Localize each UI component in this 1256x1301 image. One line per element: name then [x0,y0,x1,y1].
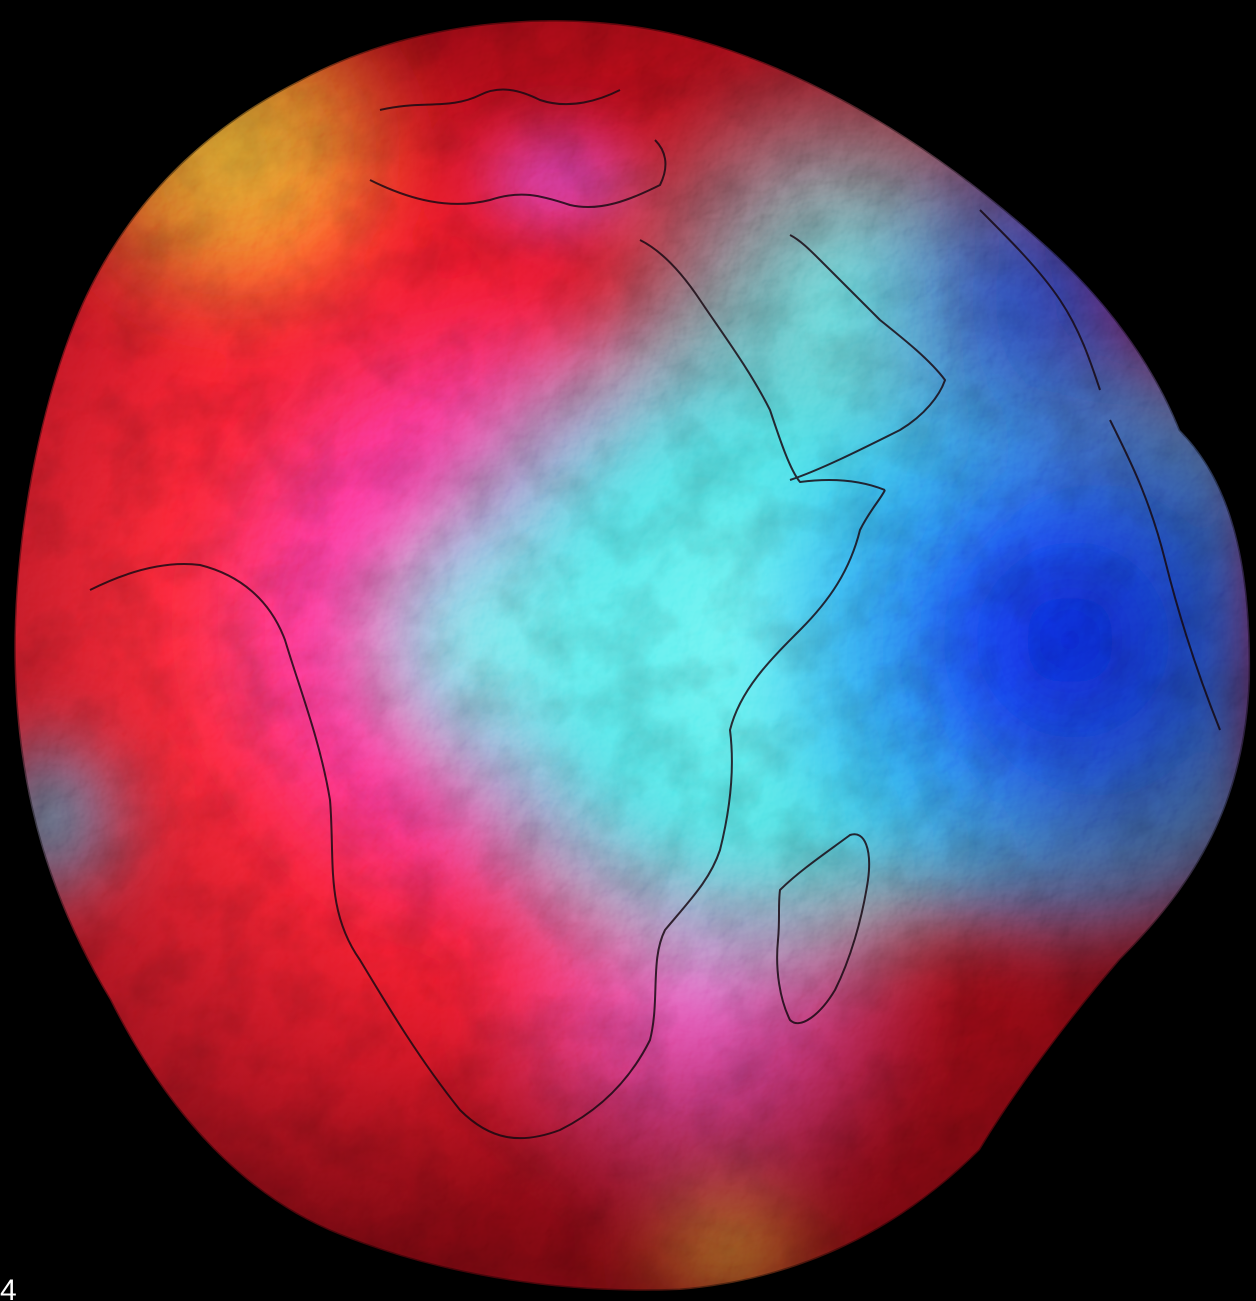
corner-number-label: 4 [0,1276,17,1301]
globe-edge [12,18,1252,1293]
